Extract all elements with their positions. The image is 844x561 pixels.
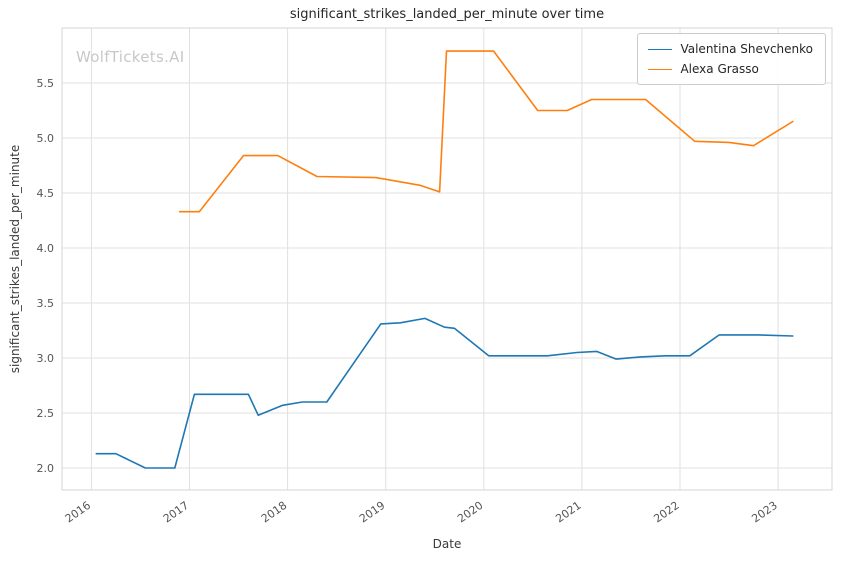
svg-text:2017: 2017	[161, 499, 191, 526]
watermark: WolfTickets.AI	[76, 48, 185, 66]
svg-text:2022: 2022	[651, 499, 681, 526]
legend-item-alexa: Alexa Grasso	[648, 62, 813, 76]
svg-text:5.0: 5.0	[37, 132, 55, 145]
legend-item-valentina: Valentina Shevchenko	[648, 42, 813, 56]
legend-line-swatch-alexa	[648, 68, 673, 70]
legend-label-alexa: Alexa Grasso	[680, 62, 759, 76]
svg-text:5.5: 5.5	[37, 77, 55, 90]
legend: Valentina Shevchenko Alexa Grasso	[637, 33, 826, 85]
svg-text:3.0: 3.0	[37, 352, 55, 365]
svg-text:2023: 2023	[749, 499, 779, 526]
svg-text:4.5: 4.5	[37, 187, 55, 200]
svg-text:2019: 2019	[357, 499, 387, 526]
svg-text:2016: 2016	[63, 499, 93, 526]
svg-text:2.0: 2.0	[37, 462, 55, 475]
svg-text:2020: 2020	[455, 499, 485, 526]
svg-text:2021: 2021	[553, 499, 583, 526]
svg-text:2018: 2018	[259, 499, 289, 526]
legend-label-valentina: Valentina Shevchenko	[680, 42, 813, 56]
legend-line-swatch-valentina	[648, 48, 673, 50]
svg-text:2.5: 2.5	[37, 407, 55, 420]
chart-title: significant_strikes_landed_per_minute ov…	[289, 7, 605, 22]
y-axis-label: significant_strikes_landed_per_minute	[8, 144, 22, 374]
svg-text:3.5: 3.5	[37, 297, 55, 310]
svg-text:4.0: 4.0	[37, 242, 55, 255]
x-axis-label: Date	[432, 537, 462, 551]
